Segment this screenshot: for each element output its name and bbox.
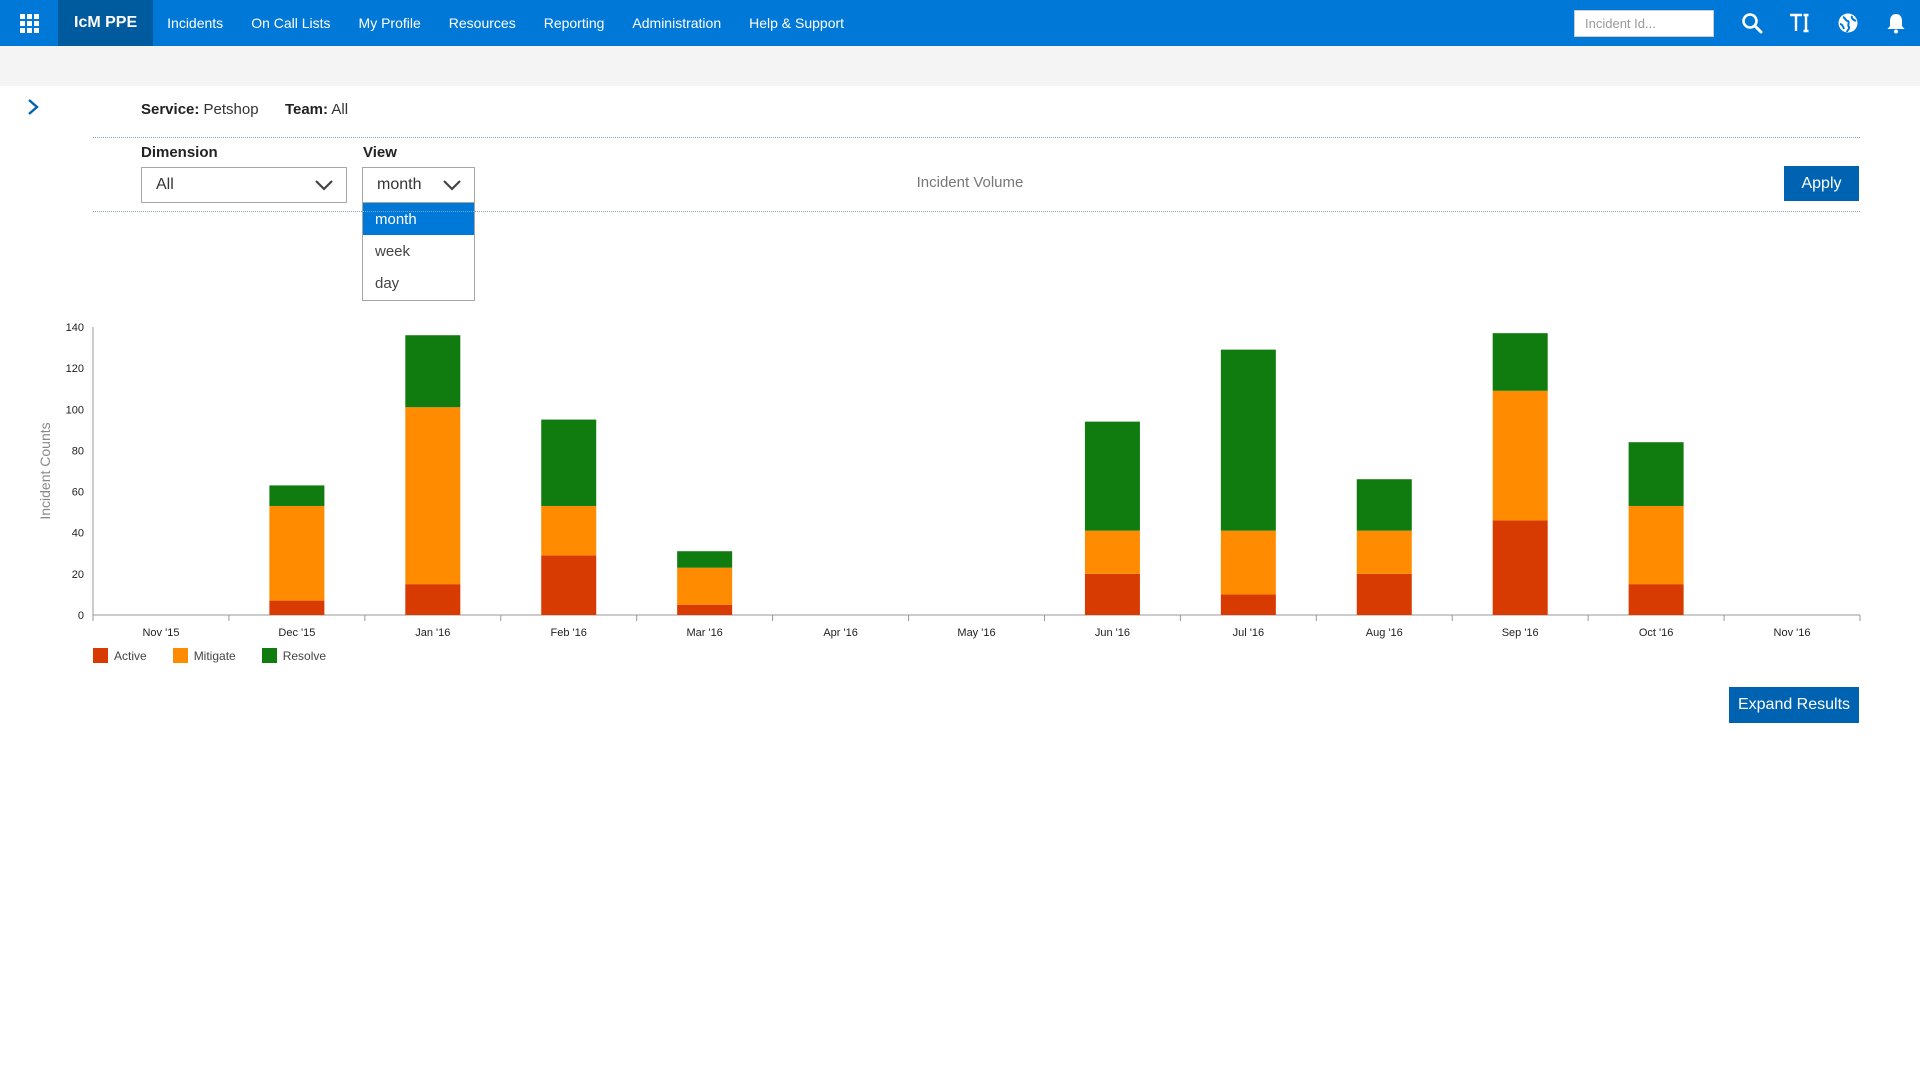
nav-help-support[interactable]: Help & Support [749, 15, 845, 31]
team-value: All [331, 101, 349, 118]
search-icon[interactable] [1728, 0, 1776, 46]
dimension-label: Dimension [141, 144, 218, 161]
y-tick-label: 80 [72, 445, 84, 457]
x-tick-label: Nov '16 [1774, 627, 1811, 639]
bar-mitigate-10[interactable] [1492, 390, 1548, 521]
y-tick-label: 60 [72, 487, 84, 499]
x-tick-label: Sep '16 [1502, 627, 1539, 639]
bar-resolve-3[interactable] [541, 419, 597, 506]
bar-resolve-10[interactable] [1492, 333, 1548, 391]
x-tick-label: Aug '16 [1366, 627, 1403, 639]
dimension-select-value: All [156, 176, 174, 193]
view-select-value: month [377, 176, 422, 193]
y-tick-label: 100 [66, 404, 84, 416]
expand-results-button[interactable]: Expand Results [1729, 687, 1859, 723]
bar-active-1[interactable] [269, 600, 325, 615]
x-tick-label: Jun '16 [1095, 627, 1130, 639]
chevron-down-icon [443, 180, 461, 191]
bar-mitigate-2[interactable] [405, 407, 461, 585]
bar-active-4[interactable] [677, 604, 733, 615]
dimension-select[interactable]: All [141, 167, 347, 203]
nav-my-profile[interactable]: My Profile [358, 15, 421, 31]
view-dropdown-menu: month week day [362, 202, 475, 301]
nav-administration[interactable]: Administration [632, 15, 722, 31]
bar-active-7[interactable] [1084, 573, 1140, 615]
legend-item-mitigate[interactable]: Mitigate [172, 648, 236, 663]
bar-resolve-9[interactable] [1356, 479, 1412, 531]
legend-item-active[interactable]: Active [93, 648, 147, 663]
chevron-down-icon [315, 180, 333, 191]
bar-mitigate-7[interactable] [1084, 530, 1140, 574]
chevron-right-icon[interactable] [22, 96, 44, 118]
nav-incidents[interactable]: Incidents [167, 15, 224, 31]
service-value: Petshop [203, 101, 259, 118]
bar-mitigate-4[interactable] [677, 567, 733, 605]
bar-resolve-2[interactable] [405, 335, 461, 408]
bar-mitigate-1[interactable] [269, 505, 325, 601]
bar-active-10[interactable] [1492, 520, 1548, 615]
nav-resources[interactable]: Resources [448, 15, 516, 31]
y-axis-title: Incident Counts [37, 422, 53, 519]
y-tick-label: 140 [66, 322, 84, 334]
bar-mitigate-11[interactable] [1628, 505, 1684, 585]
nav-on-call-lists[interactable]: On Call Lists [251, 15, 331, 31]
nav-reporting[interactable]: Reporting [543, 15, 605, 31]
view-option-week[interactable]: week [375, 242, 411, 260]
view-select[interactable]: month [362, 167, 475, 203]
legend-swatch-active [93, 648, 108, 663]
legend-item-resolve[interactable]: Resolve [261, 648, 327, 663]
bell-icon[interactable] [1872, 0, 1920, 46]
y-tick-label: 40 [72, 528, 84, 540]
apply-button[interactable]: Apply [1784, 166, 1859, 201]
bar-mitigate-8[interactable] [1220, 530, 1276, 595]
chart-title: Incident Volume [916, 174, 1024, 191]
sub-header-bar [0, 46, 1920, 86]
globe-icon[interactable] [1824, 0, 1872, 46]
divider-top [93, 137, 1860, 138]
bar-active-2[interactable] [405, 584, 461, 615]
app-launcher-icon[interactable] [0, 0, 58, 46]
bar-resolve-7[interactable] [1084, 421, 1140, 531]
bar-active-3[interactable] [541, 555, 597, 615]
bar-resolve-11[interactable] [1628, 442, 1684, 506]
service-label: Service: [141, 101, 200, 118]
service-context: Service: Petshop Team: All [141, 101, 348, 118]
legend-label-active: Active [114, 648, 147, 663]
y-tick-label: 20 [72, 569, 84, 581]
legend-label-mitigate: Mitigate [193, 648, 236, 663]
top-nav-bar: IcM PPE Incidents On Call Lists My Profi… [0, 0, 1920, 46]
bar-mitigate-9[interactable] [1356, 530, 1412, 574]
x-tick-label: Dec '15 [278, 627, 315, 639]
x-tick-label: Oct '16 [1639, 627, 1674, 639]
text-icon[interactable] [1776, 0, 1824, 46]
divider-bottom [93, 211, 1860, 212]
bar-active-11[interactable] [1628, 584, 1684, 615]
x-tick-label: Apr '16 [823, 627, 858, 639]
bar-resolve-4[interactable] [677, 551, 733, 568]
x-tick-label: Jan '16 [415, 627, 450, 639]
x-tick-label: Jul '16 [1233, 627, 1264, 639]
x-tick-label: Mar '16 [686, 627, 722, 639]
chart-legend: Active Mitigate Resolve [93, 648, 352, 663]
legend-swatch-resolve [261, 648, 277, 663]
x-tick-label: May '16 [957, 627, 995, 639]
bar-active-9[interactable] [1356, 573, 1412, 615]
legend-swatch-mitigate [172, 648, 188, 663]
y-tick-label: 120 [66, 363, 84, 375]
view-option-day[interactable]: day [375, 274, 400, 292]
view-label: View [363, 144, 397, 161]
incident-id-input[interactable] [1574, 9, 1714, 37]
bar-resolve-1[interactable] [269, 485, 325, 506]
x-tick-label: Feb '16 [551, 627, 587, 639]
view-option-month[interactable]: month [363, 203, 474, 235]
bar-mitigate-3[interactable] [541, 505, 597, 556]
y-tick-label: 0 [78, 610, 84, 622]
incident-volume-chart: 0 20 40 60 80 100 120 140 Incident Counts Nov '15… [37, 322, 1861, 639]
bar-resolve-8[interactable] [1220, 349, 1276, 531]
legend-label-resolve: Resolve [282, 648, 327, 663]
brand-title[interactable]: IcM PPE [58, 0, 154, 46]
team-label: Team: [284, 101, 329, 118]
x-tick-label: Nov '15 [142, 627, 179, 639]
bar-active-8[interactable] [1220, 594, 1276, 615]
